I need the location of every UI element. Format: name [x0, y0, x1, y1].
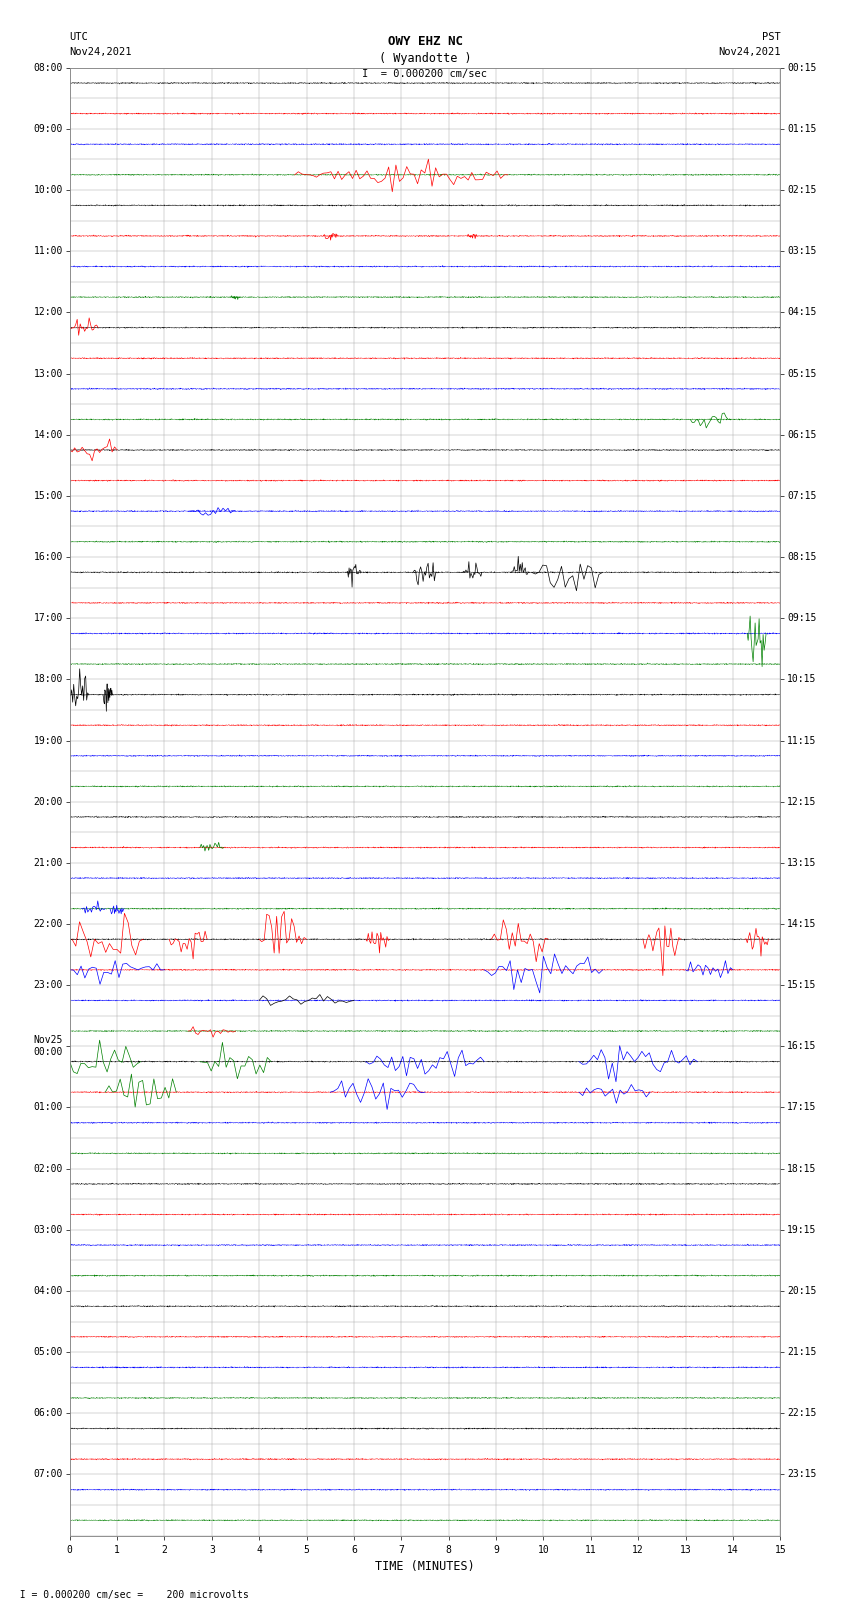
Text: I = 0.000200 cm/sec =    200 microvolts: I = 0.000200 cm/sec = 200 microvolts — [8, 1590, 249, 1600]
Text: Nov24,2021: Nov24,2021 — [717, 47, 780, 56]
X-axis label: TIME (MINUTES): TIME (MINUTES) — [375, 1560, 475, 1573]
Text: OWY EHZ NC: OWY EHZ NC — [388, 35, 462, 48]
Text: Nov24,2021: Nov24,2021 — [70, 47, 133, 56]
Text: ( Wyandotte ): ( Wyandotte ) — [379, 52, 471, 65]
Text: I  = 0.000200 cm/sec: I = 0.000200 cm/sec — [362, 69, 488, 79]
Text: UTC: UTC — [70, 32, 88, 42]
Text: PST: PST — [762, 32, 780, 42]
